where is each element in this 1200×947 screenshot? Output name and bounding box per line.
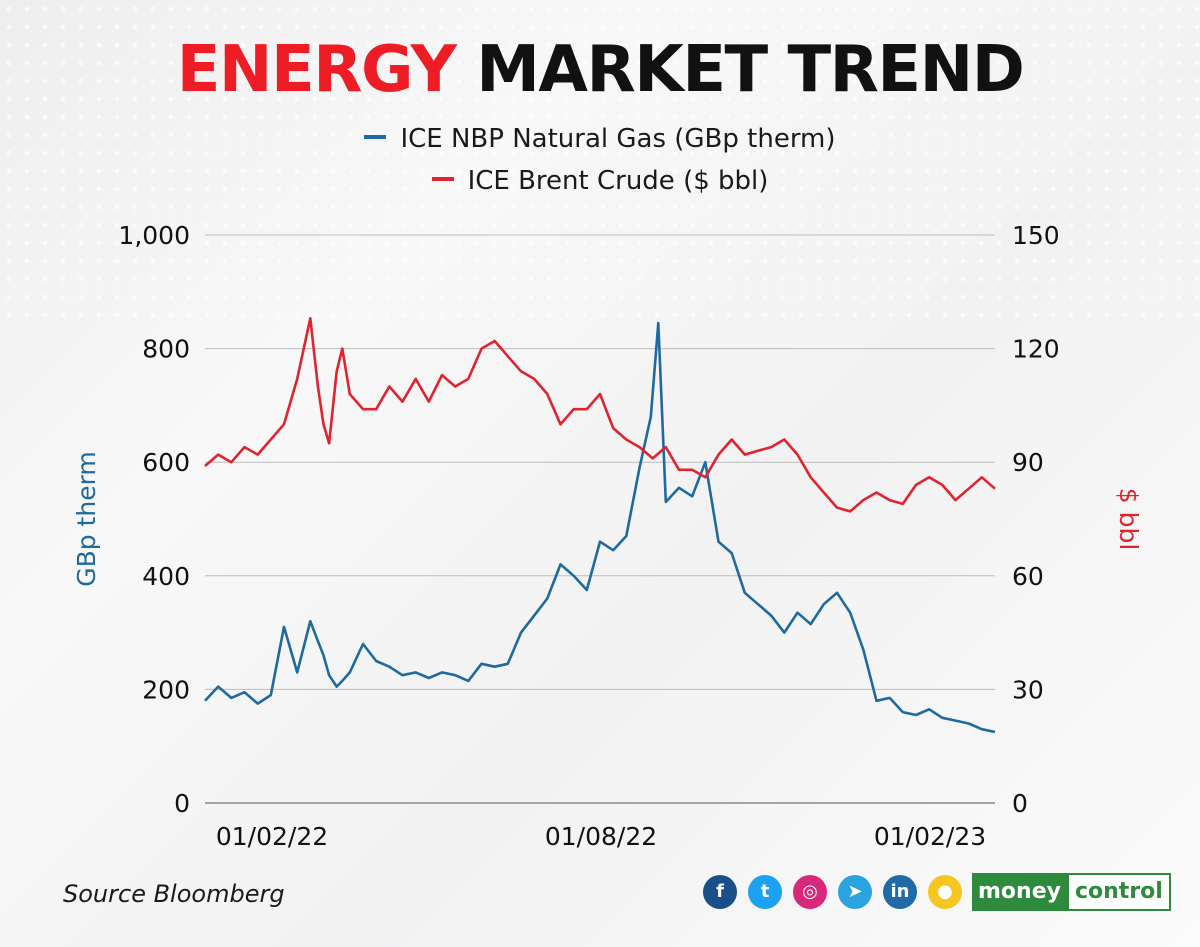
right-tick-label: 150 (1012, 221, 1060, 250)
x-tick-label: 01/02/22 (216, 822, 328, 851)
left-tick-label: 1,000 (118, 221, 190, 250)
legend-label-brent: ICE Brent Crude ($ bbl) (467, 166, 769, 196)
series-lines (204, 316, 996, 734)
legend-item-gas: ICE NBP Natural Gas (GBp therm) (0, 124, 1200, 154)
title-accent: ENERGY (176, 33, 457, 107)
legend-item-brent: ICE Brent Crude ($ bbl) (0, 166, 1200, 196)
legend-label-gas: ICE NBP Natural Gas (GBp therm) (400, 124, 836, 154)
right-tick-label: 90 (1012, 448, 1044, 477)
moneycontrol-logo[interactable]: money control (972, 873, 1171, 911)
series-line-gas (204, 321, 996, 734)
right-tick-label: 30 (1012, 675, 1044, 704)
left-axis-label: GBp therm (72, 451, 101, 587)
x-axis-ticks: 01/02/22 01/08/22 01/02/23 (216, 822, 986, 851)
source-note: Source Bloomberg (63, 880, 285, 908)
facebook-icon[interactable]: f (703, 875, 737, 909)
legend-swatch-gas (364, 134, 387, 139)
telegram-icon[interactable]: ➤ (838, 875, 872, 909)
x-tick-label: 01/08/22 (545, 822, 657, 851)
x-tick-label: 01/02/23 (874, 822, 986, 851)
gridlines (205, 234, 995, 804)
left-tick-label: 600 (142, 448, 190, 477)
left-axis-ticks: 0 200 400 600 800 1,000 (118, 221, 190, 818)
linkedin-icon[interactable]: in (883, 875, 917, 909)
right-axis-label: $ bbl (1114, 488, 1143, 551)
logo-part-control: control (1066, 873, 1171, 911)
instagram-icon[interactable]: ◎ (793, 875, 827, 909)
left-tick-label: 400 (142, 562, 190, 591)
legend-swatch-brent (431, 176, 454, 181)
dot-pattern-background (0, 0, 1200, 330)
series-line-brent (204, 316, 996, 513)
page-title: ENERGY MARKET TREND (0, 30, 1200, 110)
right-tick-label: 0 (1012, 789, 1028, 818)
logo-part-money: money (972, 873, 1067, 911)
left-tick-label: 800 (142, 335, 190, 364)
koo-icon[interactable]: ● (928, 875, 962, 909)
right-tick-label: 60 (1012, 562, 1044, 591)
left-tick-label: 0 (174, 789, 190, 818)
title-rest: MARKET TREND (476, 33, 1025, 107)
twitter-icon[interactable]: t (748, 875, 782, 909)
right-tick-label: 120 (1012, 335, 1060, 364)
left-tick-label: 200 (142, 675, 190, 704)
right-axis-ticks: 0 30 60 90 120 150 (1012, 221, 1060, 818)
